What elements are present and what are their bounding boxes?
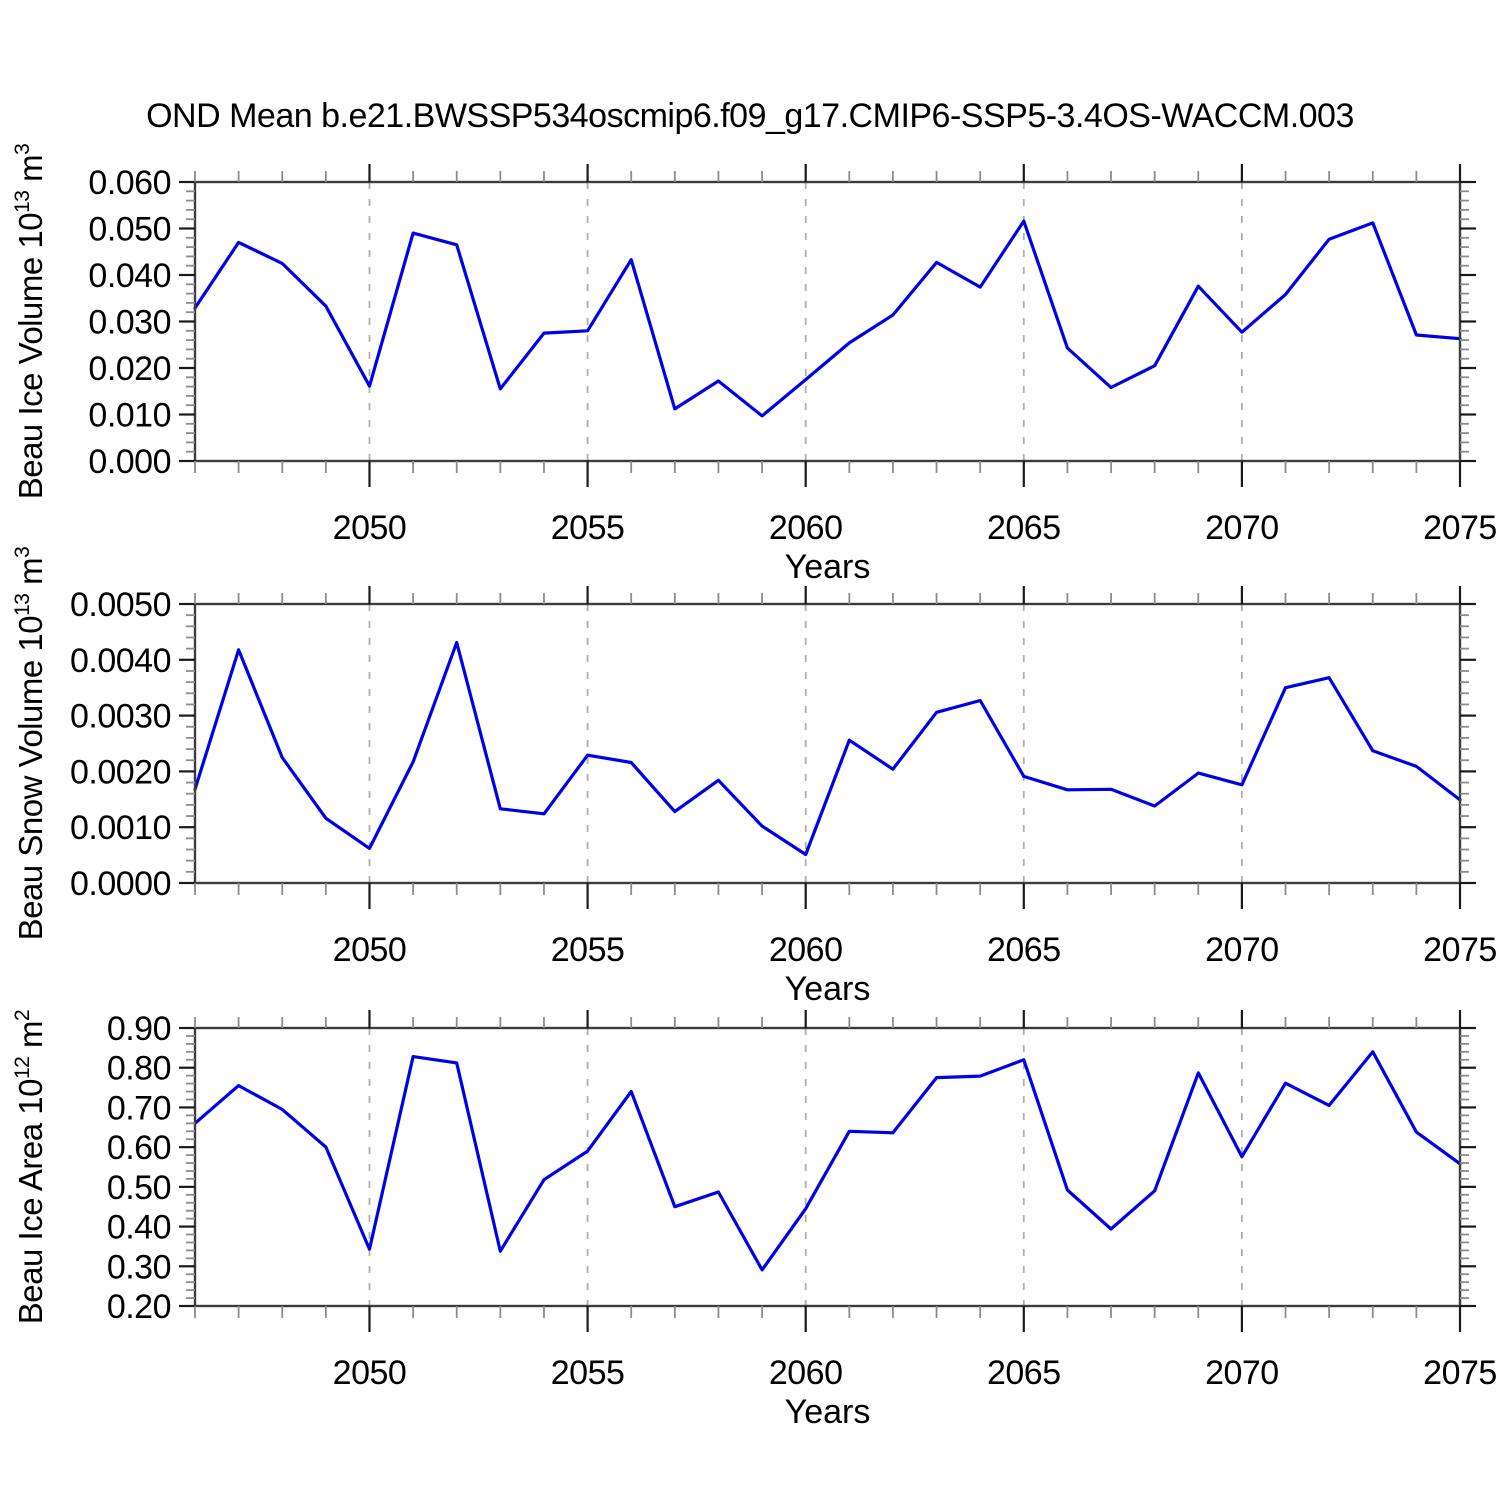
beau-snow-volume-line [193,640,1462,857]
x-tick-label: 2065 [987,509,1061,547]
y-tick-label: 0.010 [88,397,171,435]
y-tick-label: 0.0000 [70,865,171,903]
x-tick-label: 2055 [551,931,625,969]
y-tick-label: 0.040 [88,257,171,295]
y-tick-label: 0.050 [88,211,171,249]
y-tick-label: 0.060 [88,164,171,202]
y-tick-label: 0.30 [107,1248,171,1286]
x-tick-label: 2065 [987,931,1061,969]
x-tick-label: 2060 [769,931,843,969]
y-tick-label: 0.20 [107,1288,171,1326]
x-tick-label: 2050 [333,931,407,969]
x-tick-label: 2055 [551,1354,625,1392]
x-tick-label: 2075 [1423,931,1497,969]
y-tick-label: 0.0050 [70,586,171,624]
x-tick-label: 2075 [1423,509,1497,547]
x-tick-label: 2070 [1205,509,1279,547]
x-tick-label: 2060 [769,1354,843,1392]
y-axis-label: Beau Snow Volume 1013 m3 [11,547,49,941]
y-tick-label: 0.020 [88,350,171,388]
y-tick-label: 0.60 [107,1129,171,1167]
x-axis-label: Years [785,1393,871,1431]
plot-border [193,180,1462,463]
x-axis-label: Years [785,548,871,586]
y-tick-label: 0.80 [107,1050,171,1088]
y-tick-label: 0.70 [107,1089,171,1127]
x-tick-label: 2055 [551,509,625,547]
y-tick-label: 0.0010 [70,809,171,847]
y-tick-label: 0.40 [107,1209,171,1247]
y-tick-label: 0.90 [107,1010,171,1048]
beau-ice-volume-line [193,219,1462,418]
panel-beau-snow-volume: 0.0000 0.0010 0.0020 0.0030 0.0040 0.0050 2050… [11,547,1497,1008]
y-tick-label: 0.030 [88,304,171,342]
panel-beau-ice-area: 0.200.300.400.500.600.700.800.90 2050 2055… [11,1010,1497,1431]
panel-beau-ice-volume: 0.000 0.010 0.020 0.030 0.040 0.050 0.060 2050 2… [11,144,1497,586]
x-tick-label: 2065 [987,1354,1061,1392]
x-tick-label: 2060 [769,509,843,547]
y-tick-label: 0.000 [88,443,171,481]
x-tick-label: 2070 [1205,931,1279,969]
beau-ice-area-line [193,1050,1462,1272]
y-tick-label: 0.0030 [70,698,171,736]
y-axis-label: Beau Ice Area 1012 m2 [11,1010,49,1324]
plot-border [193,1026,1462,1308]
x-tick-label: 2075 [1423,1354,1497,1392]
x-tick-label: 2050 [333,509,407,547]
y-tick-label: 0.0020 [70,753,171,791]
figure-title: OND Mean b.e21.BWSSP534oscmip6.f09_g17.C… [146,97,1354,135]
x-axis-label: Years [785,970,871,1008]
y-tick-label: 0.0040 [70,642,171,680]
x-tick-label: 2070 [1205,1354,1279,1392]
y-tick-label: 0.50 [107,1169,171,1207]
y-axis-label: Beau Ice Volume 1013 m3 [11,144,49,500]
plot-border [193,602,1462,885]
x-tick-label: 2050 [333,1354,407,1392]
